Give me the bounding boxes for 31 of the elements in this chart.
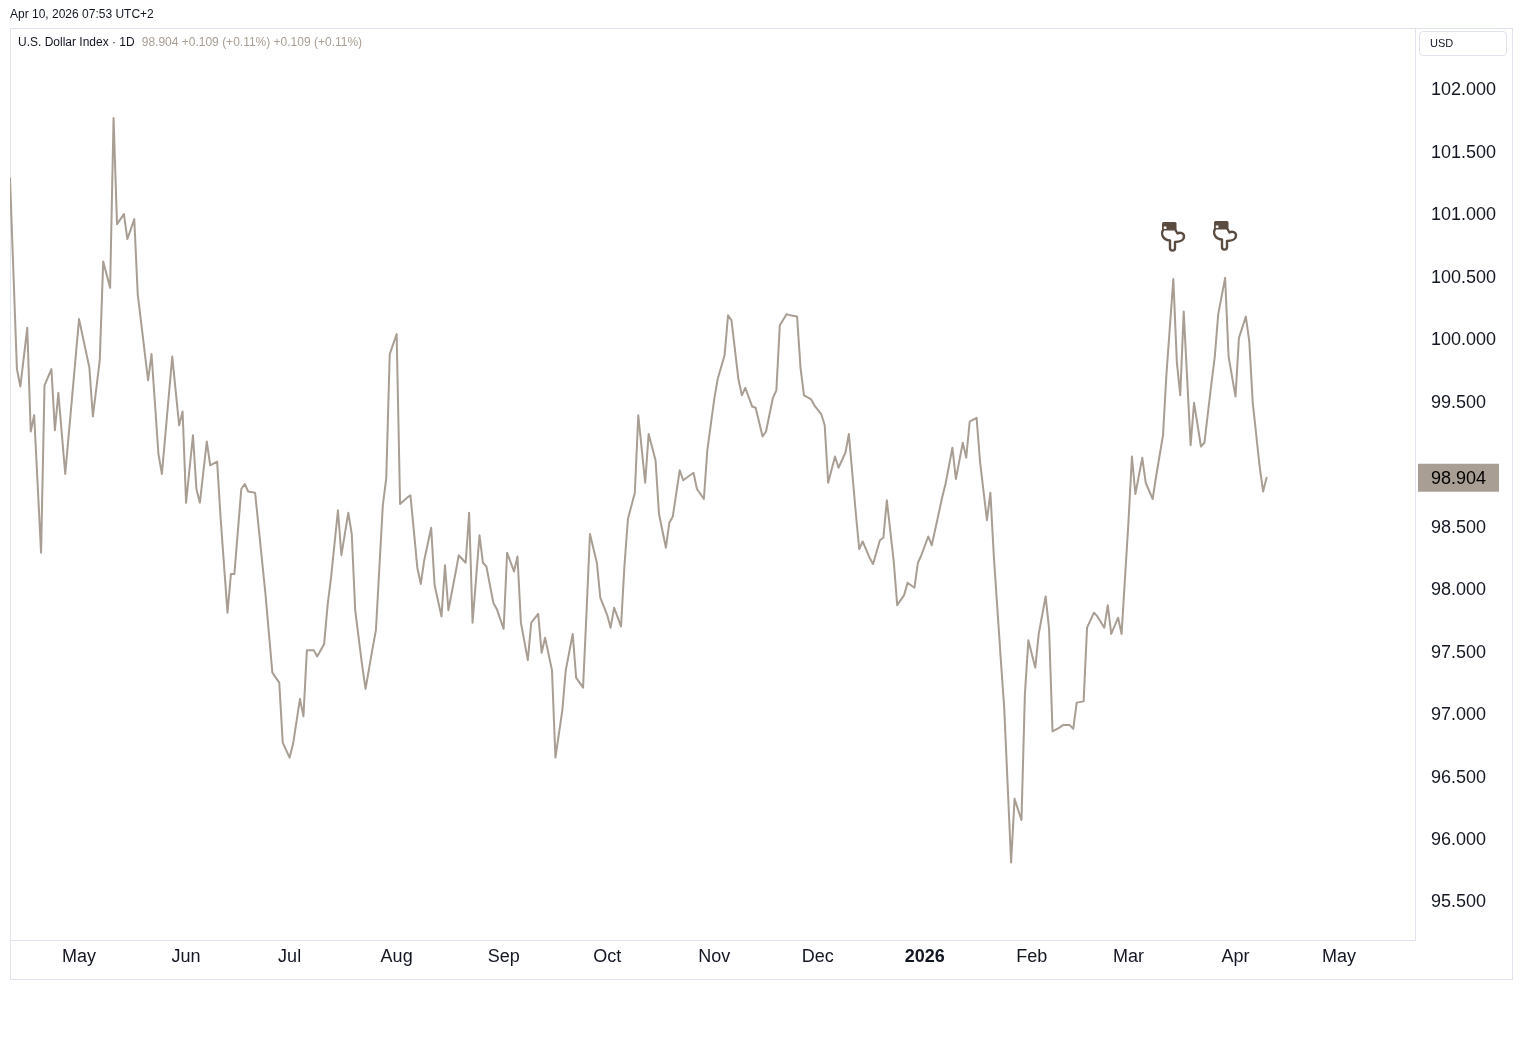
- text: 98.904 +0.109 (+0.11%) +0.109 (+0.11%): [141, 35, 363, 49]
- x-tick-label: Jun: [171, 945, 201, 966]
- x-tick-label: May: [62, 945, 97, 966]
- x-tick-label: May: [1322, 945, 1357, 966]
- y-tick-label: 98.500: [1431, 516, 1487, 537]
- y-tick-label: 97.000: [1431, 704, 1487, 725]
- x-tick-label: Aug: [380, 945, 413, 966]
- y-axis-title: USD: [1419, 31, 1507, 56]
- x-tick-label: Sep: [487, 945, 520, 966]
- text: U.S. Dollar Index · 1D: [18, 35, 135, 49]
- y-tick-label: 101.500: [1431, 141, 1497, 162]
- y-tick-label: 100.500: [1431, 266, 1497, 287]
- y-tick-label: 97.500: [1431, 641, 1487, 662]
- y-tick-label: 100.000: [1431, 329, 1497, 350]
- x-tick-label: Feb: [1016, 945, 1048, 966]
- y-tick-label: 96.000: [1431, 829, 1487, 850]
- y-tick-label: 96.500: [1431, 766, 1487, 787]
- y-tick-label: 95.500: [1431, 891, 1487, 912]
- x-tick-label: Oct: [593, 945, 622, 966]
- y-tick-label: 99.500: [1431, 391, 1487, 412]
- x-tick-label: Jul: [278, 945, 302, 966]
- x-tick-label: Dec: [801, 945, 834, 966]
- text: Apr 10, 2026 07:53 UTC+2: [10, 7, 154, 21]
- y-tick-label: 98.000: [1431, 579, 1487, 600]
- x-tick-label: Mar: [1112, 945, 1144, 966]
- x-tick-label: 2026: [904, 945, 945, 966]
- text: 98.904: [1431, 467, 1487, 488]
- y-tick-label: 102.000: [1431, 79, 1497, 100]
- x-tick-label: Nov: [698, 945, 731, 966]
- y-tick-label: 101.000: [1431, 204, 1497, 225]
- x-tick-label: Apr: [1221, 945, 1250, 966]
